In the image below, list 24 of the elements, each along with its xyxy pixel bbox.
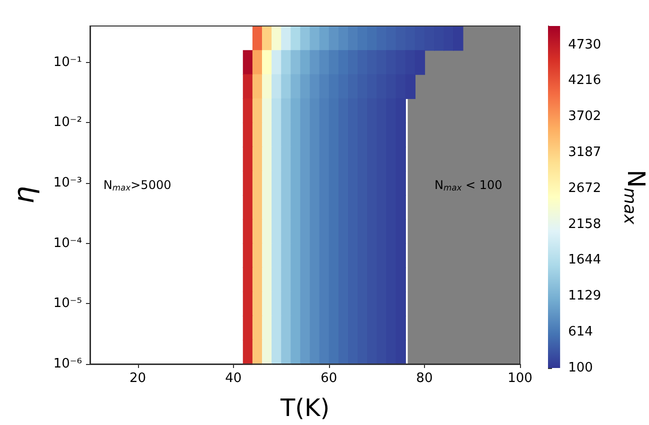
color-bar-title: Nmax bbox=[620, 170, 649, 226]
y-tick-label: 10⁻⁶ bbox=[53, 356, 82, 372]
color-bar-label: 2672 bbox=[568, 180, 602, 196]
x-tick-label: 80 bbox=[416, 371, 433, 386]
color-bar-label: 4730 bbox=[568, 37, 602, 52]
x-tick-label: 40 bbox=[225, 371, 242, 386]
color-bar-label: 3187 bbox=[568, 145, 602, 160]
color-bar-label: 614 bbox=[568, 324, 593, 340]
x-tick-label: 20 bbox=[130, 371, 146, 386]
x-tick-label: 100 bbox=[508, 371, 532, 386]
x-tick-label: 60 bbox=[320, 371, 338, 386]
y-tick-label: 10⁻³ bbox=[53, 175, 82, 190]
y-tick-label: 10⁻⁵ bbox=[53, 296, 82, 312]
color-bar-label: 4216 bbox=[568, 73, 602, 88]
color-bar-label: 3702 bbox=[568, 109, 602, 124]
x-axis-title: T(K) bbox=[279, 394, 330, 422]
y-tick-label: 10⁻² bbox=[53, 115, 82, 130]
color-bar-label: 100 bbox=[568, 360, 593, 376]
color-bar-label: 2158 bbox=[568, 216, 602, 232]
y-axis-title: η bbox=[8, 186, 40, 204]
color-bar-label: 1644 bbox=[568, 252, 602, 268]
y-tick-label: 10⁻¹ bbox=[53, 54, 82, 70]
color-bar-label: 1129 bbox=[568, 288, 602, 304]
y-tick-label: 10⁻⁴ bbox=[53, 236, 82, 251]
